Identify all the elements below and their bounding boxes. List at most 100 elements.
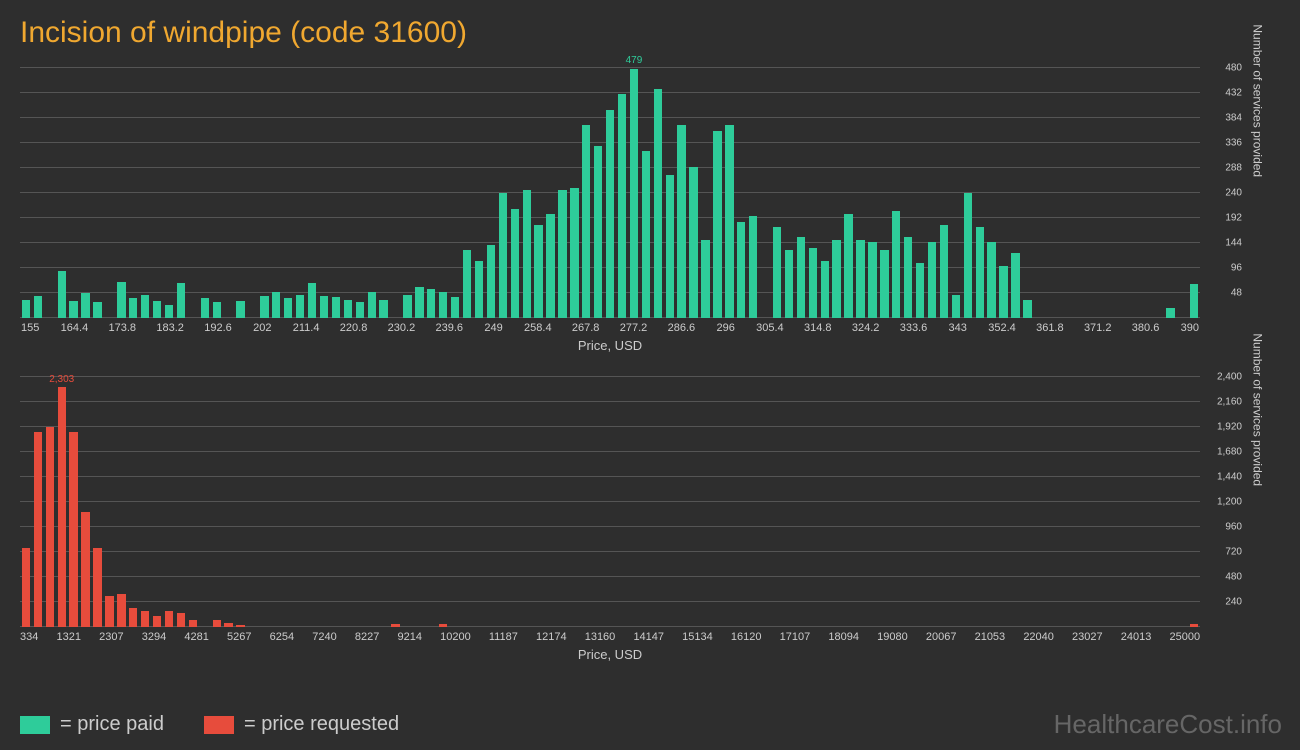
bar-slot [1188, 68, 1200, 318]
bar-slot [1165, 68, 1177, 318]
bar [964, 193, 972, 318]
bar-slot [282, 377, 294, 627]
bar [701, 240, 709, 318]
bar-slot [258, 68, 270, 318]
bar [523, 190, 531, 318]
x-tick: 333.6 [900, 322, 928, 334]
x-tick [784, 322, 804, 334]
bar-slot [604, 377, 616, 627]
bar [987, 242, 995, 318]
bar-slot [211, 377, 223, 627]
bar-slot [866, 377, 878, 627]
bar-slot [473, 68, 485, 318]
bar-slot [747, 68, 759, 318]
x-tick [1064, 322, 1084, 334]
bar-slot [330, 377, 342, 627]
bar [296, 295, 304, 318]
bar-slot [306, 377, 318, 627]
bar [642, 151, 650, 318]
x-tick [736, 322, 756, 334]
bar [93, 548, 101, 627]
bar-slot [676, 377, 688, 627]
y-tick: 1,920 [1217, 422, 1242, 433]
bar-slot [151, 68, 163, 318]
bar-slot [103, 68, 115, 318]
bar-slot [902, 377, 914, 627]
bar-slot [795, 377, 807, 627]
bar-slot [521, 377, 533, 627]
bar [892, 211, 900, 318]
y-tick: 1,440 [1217, 472, 1242, 483]
x-tick [422, 631, 440, 643]
bar-slot [1176, 68, 1188, 318]
bar-slot [545, 377, 557, 627]
x-tick [927, 322, 947, 334]
bar-slot [759, 377, 771, 627]
bar-slot [926, 377, 938, 627]
bar [666, 175, 674, 318]
bar [797, 237, 805, 318]
x-tick: 192.6 [204, 322, 232, 334]
bar-slot [1033, 68, 1045, 318]
x-tick [518, 631, 536, 643]
bar-slot [425, 377, 437, 627]
x-tick [956, 631, 974, 643]
x-tick: 12174 [536, 631, 567, 643]
bar-slot [1188, 377, 1200, 627]
bar [785, 250, 793, 318]
bar-slot [1033, 377, 1045, 627]
bar-slot [855, 68, 867, 318]
x-tick [1159, 322, 1179, 334]
bar [558, 190, 566, 318]
bar-slot [354, 68, 366, 318]
bar [976, 227, 984, 318]
bar-slot [390, 377, 402, 627]
bar-slot [175, 377, 187, 627]
bar-slot [890, 68, 902, 318]
x-tick: 305.4 [756, 322, 784, 334]
y-tick: 144 [1225, 238, 1242, 249]
bar [916, 263, 924, 318]
bar-slot [20, 68, 32, 318]
bar [773, 227, 781, 318]
x-tick: 267.8 [572, 322, 600, 334]
bar-slot [199, 68, 211, 318]
bar-slot [485, 377, 497, 627]
bar-slot [282, 68, 294, 318]
bar-slot [425, 68, 437, 318]
bar-slot [1010, 377, 1022, 627]
bar-slot: 2,303 [56, 377, 68, 627]
x-tick [810, 631, 828, 643]
x-tick: 343 [948, 322, 968, 334]
bar-slot [187, 68, 199, 318]
x-tick [379, 631, 397, 643]
x-tick: 15134 [682, 631, 713, 643]
x-tick: 17107 [780, 631, 811, 643]
bar-slot [247, 68, 259, 318]
bar-slot [819, 377, 831, 627]
bar [356, 302, 364, 318]
x-tick: 23027 [1072, 631, 1103, 643]
bar [654, 89, 662, 318]
bar-slot [1153, 377, 1165, 627]
bar [999, 266, 1007, 318]
x-tick: 230.2 [388, 322, 416, 334]
chart-bottom: 2,303 2404807209601,2001,4401,6801,9202,… [20, 377, 1200, 627]
bar-slot [1021, 377, 1033, 627]
bar [844, 214, 852, 318]
x-tick [695, 322, 715, 334]
bar-slot [568, 377, 580, 627]
bar-slot [843, 377, 855, 627]
bar [105, 596, 113, 627]
bar [69, 432, 77, 627]
x-tick: 173.8 [109, 322, 137, 334]
y-tick: 240 [1225, 597, 1242, 608]
bar-slot [926, 68, 938, 318]
bar-slot [32, 68, 44, 318]
bar-slot [807, 68, 819, 318]
bar [177, 613, 185, 627]
bar-slot [545, 68, 557, 318]
x-tick: 3294 [142, 631, 166, 643]
bar-slot [80, 377, 92, 627]
bar [284, 298, 292, 318]
